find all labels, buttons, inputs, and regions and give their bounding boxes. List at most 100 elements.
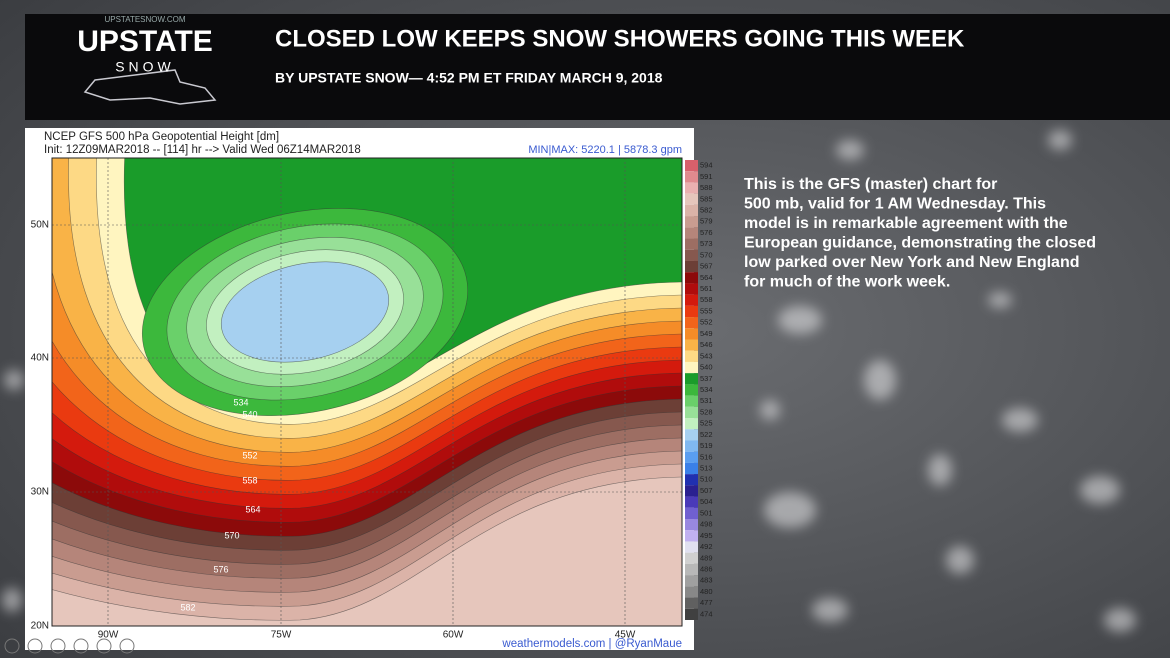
latitude-label: 50N xyxy=(31,220,49,231)
colorbar-label: 573 xyxy=(700,239,713,248)
colorbar-cell xyxy=(685,451,698,463)
contour-label: 540 xyxy=(242,409,257,419)
colorbar-cell xyxy=(685,496,698,508)
colorbar-label: 477 xyxy=(700,598,713,607)
colorbar-cell xyxy=(685,238,698,250)
colorbar-cell xyxy=(685,608,698,620)
colorbar-cell xyxy=(685,227,698,239)
logo-site: UPSTATESNOW.COM xyxy=(104,15,185,24)
longitude-label: 60W xyxy=(443,630,464,641)
colorbar-label: 528 xyxy=(700,407,713,416)
colorbar-label: 588 xyxy=(700,183,713,192)
colorbar-cell xyxy=(685,507,698,520)
latitude-label: 40N xyxy=(31,353,49,364)
contour-label: 570 xyxy=(224,530,239,540)
colorbar-cell xyxy=(685,361,698,374)
colorbar-label: 543 xyxy=(700,351,713,360)
colorbar-cell xyxy=(685,575,698,587)
colorbar-label: 519 xyxy=(700,441,713,450)
colorbar-cell xyxy=(685,530,698,542)
colorbar-label: 558 xyxy=(700,295,713,304)
colorbar-label: 576 xyxy=(700,228,713,237)
map-title: NCEP GFS 500 hPa Geopotential Height [dm… xyxy=(44,131,279,143)
colorbar-cell xyxy=(685,418,698,430)
contour-label: 582 xyxy=(180,602,195,612)
map-minmax: MIN|MAX: 5220.1 | 5878.3 gpm xyxy=(528,144,682,156)
colorbar-cell xyxy=(685,160,698,172)
colorbar-label: 570 xyxy=(700,250,713,259)
colorbar-label: 501 xyxy=(700,508,713,517)
caption-line: European guidance, demonstrating the clo… xyxy=(744,235,1096,252)
colorbar-cell xyxy=(685,339,698,351)
colorbar-label: 564 xyxy=(700,273,713,282)
colorbar-label: 567 xyxy=(700,262,713,271)
colorbar-cell xyxy=(685,519,698,531)
colorbar-label: 549 xyxy=(700,329,713,338)
toolbar-icons xyxy=(4,638,135,654)
logo-bottom: SNOW xyxy=(115,59,175,75)
longitude-label: 45W xyxy=(615,630,636,641)
colorbar-label: 480 xyxy=(700,587,713,596)
colorbar-label: 534 xyxy=(700,385,713,394)
post-title: CLOSED LOW KEEPS SNOW SHOWERS GOING THIS… xyxy=(275,25,965,52)
colorbar-cell xyxy=(685,260,698,273)
colorbar-label: 594 xyxy=(700,161,713,170)
colorbar-cell xyxy=(685,294,698,306)
colorbar-label: 474 xyxy=(700,609,713,618)
colorbar-label: 513 xyxy=(700,464,713,473)
colorbar-cell xyxy=(685,216,698,228)
colorbar-cell xyxy=(685,485,698,497)
contour-label: 534 xyxy=(233,397,248,407)
colorbar-cell xyxy=(685,541,698,553)
plot-border xyxy=(51,157,683,627)
colorbar-cell xyxy=(685,406,698,419)
colorbar-cell xyxy=(685,440,698,452)
logo-top: UPSTATE xyxy=(77,25,213,58)
colorbar-label: 498 xyxy=(700,520,713,529)
colorbar-label: 537 xyxy=(700,374,713,383)
latitude-label: 20N xyxy=(31,621,49,632)
colorbar-label: 531 xyxy=(700,396,713,405)
latitude-label: 30N xyxy=(31,487,49,498)
colorbar-label: 492 xyxy=(700,542,713,551)
caption-line: This is the GFS (master) chart for xyxy=(744,176,997,193)
contour-label: 552 xyxy=(242,450,257,460)
colorbar: 594 591 588 585 582 579 576 573 570 567 564 561 558 5… xyxy=(685,160,713,620)
colorbar-label: 516 xyxy=(700,452,713,461)
colorbar-cell xyxy=(685,182,698,194)
contour-label: 576 xyxy=(213,564,228,574)
colorbar-label: 510 xyxy=(700,475,713,484)
colorbar-label: 552 xyxy=(700,318,713,327)
colorbar-label: 489 xyxy=(700,553,713,562)
longitude-label: 90W xyxy=(98,630,119,641)
colorbar-label: 579 xyxy=(700,217,713,226)
byline: BY UPSTATE SNOW— 4:52 PM ET FRIDAY MARCH… xyxy=(275,70,663,86)
colorbar-label: 555 xyxy=(700,306,713,315)
colorbar-cell xyxy=(685,597,698,609)
colorbar-cell xyxy=(685,395,698,407)
colorbar-cell xyxy=(685,563,698,576)
snowflakes xyxy=(2,58,1168,632)
colorbar-cell xyxy=(685,272,698,284)
colorbar-cell xyxy=(685,552,698,564)
height-field: 534 540 552 558 564 570 576 582 xyxy=(52,158,682,626)
colorbar-cell xyxy=(685,193,698,205)
contour-label: 558 xyxy=(242,475,257,485)
caption: This is the GFS (master) chart for 500 mb… xyxy=(744,176,1096,291)
caption-line: low parked over New York and New England xyxy=(744,254,1080,271)
caption-line: 500 mb, valid for 1 AM Wednesday. This xyxy=(744,196,1046,213)
colorbar-label: 507 xyxy=(700,486,713,495)
colorbar-label: 591 xyxy=(700,172,713,181)
colorbar-cell xyxy=(685,350,698,362)
longitude-label: 75W xyxy=(271,630,292,641)
colorbar-cell xyxy=(685,586,698,598)
colorbar-label: 486 xyxy=(700,564,713,573)
low-band xyxy=(220,261,390,363)
colorbar-cell xyxy=(685,305,698,318)
colorbar-cell xyxy=(685,384,698,396)
contour-label: 564 xyxy=(245,504,260,514)
colorbar-cell xyxy=(685,204,698,217)
colorbar-label: 585 xyxy=(700,194,713,203)
colorbar-cell xyxy=(685,249,698,261)
colorbar-cell xyxy=(685,283,698,295)
